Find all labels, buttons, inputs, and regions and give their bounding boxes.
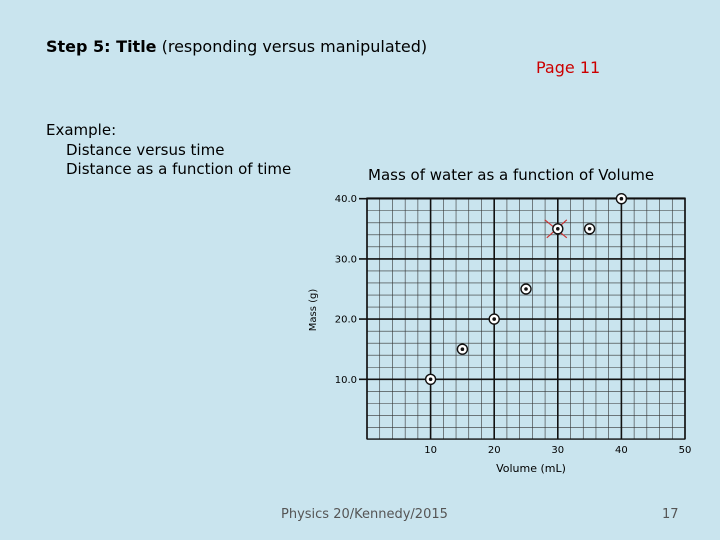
- chart-ticks: 10.0 20.0 30.0 40.0 10 20 30 40 50: [335, 194, 692, 456]
- x-tick-label: 30: [551, 445, 564, 456]
- example-label: Example:: [46, 121, 117, 139]
- data-point-dot: [492, 317, 497, 321]
- example-line-2: Distance as a function of time: [66, 160, 292, 178]
- data-point-dot: [428, 377, 433, 382]
- slide-heading: Step 5: Title (responding versus manipul…: [46, 37, 427, 56]
- chart-points: [424, 192, 628, 385]
- chart-title: Mass of water as a function of Volume: [368, 166, 655, 184]
- chart-axes: [366, 197, 686, 440]
- data-point-dot: [619, 196, 624, 201]
- data-point-dot: [587, 227, 592, 231]
- y-axis-label: Mass (g): [308, 289, 319, 332]
- data-point-dot: [524, 287, 528, 291]
- data-point-dot: [556, 227, 560, 231]
- plot-border: [366, 197, 686, 440]
- x-tick-label: 50: [679, 445, 692, 456]
- heading-rest: (responding versus manipulated): [156, 37, 428, 56]
- slide-number: 17: [662, 507, 679, 522]
- y-tick-label: 30.0: [335, 254, 357, 265]
- example-line-1: Distance versus time: [66, 140, 225, 159]
- x-tick-label: 10: [424, 445, 437, 456]
- x-tick-label: 40: [615, 445, 628, 456]
- y-tick-label: 20.0: [335, 315, 357, 326]
- chart-grid: [359, 197, 686, 440]
- data-point-dot: [460, 347, 465, 352]
- footer-text: Physics 20/Kennedy/2015: [281, 507, 448, 522]
- x-axis-label: Volume (mL): [496, 462, 566, 475]
- page-label: Page 11: [536, 58, 601, 77]
- y-tick-label: 10.0: [335, 375, 357, 386]
- heading-bold: Step 5: Title: [46, 37, 157, 56]
- y-tick-label: 40.0: [335, 194, 357, 205]
- example-block: Example: Distance versus time Distance a…: [46, 121, 291, 180]
- x-tick-label: 20: [488, 445, 501, 456]
